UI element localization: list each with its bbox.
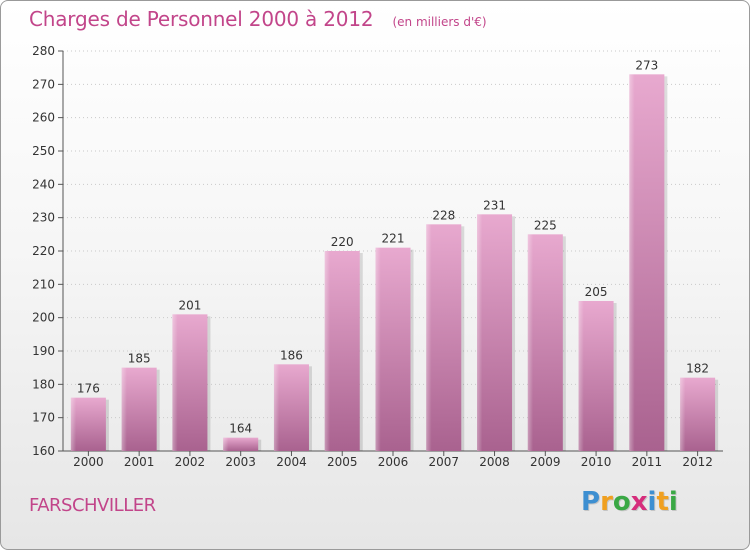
x-tick-label: 2009 xyxy=(530,455,561,469)
bar-highlight xyxy=(578,301,614,451)
x-tick-label: 2005 xyxy=(327,455,358,469)
y-tick-label: 280 xyxy=(32,44,55,58)
y-tick-label: 190 xyxy=(32,344,55,358)
data-label: 273 xyxy=(635,58,658,72)
data-label: 220 xyxy=(331,235,354,249)
bar-highlight xyxy=(70,397,106,451)
y-tick-label: 260 xyxy=(32,111,55,125)
y-tick-label: 180 xyxy=(32,377,55,391)
data-label: 225 xyxy=(534,218,557,232)
x-tick-label: 2001 xyxy=(124,455,155,469)
bar-highlight xyxy=(375,247,411,451)
x-tick-label: 2003 xyxy=(225,455,256,469)
data-label: 182 xyxy=(686,362,709,376)
bar-highlight xyxy=(172,314,208,451)
chart-title: Charges de Personnel 2000 à 2012 xyxy=(29,7,374,31)
bar-highlight xyxy=(426,224,462,451)
x-tick-label: 2002 xyxy=(175,455,206,469)
logo-letter: P xyxy=(581,487,601,517)
data-label: 205 xyxy=(585,285,608,299)
town-name: FARSCHVILLER xyxy=(29,495,156,516)
data-label: 185 xyxy=(128,352,151,366)
x-tick-label: 2010 xyxy=(581,455,612,469)
data-label: 231 xyxy=(483,198,506,212)
y-tick-label: 230 xyxy=(32,211,55,225)
logo-letter: i xyxy=(668,487,678,517)
bar-highlight xyxy=(223,437,259,451)
logo-letter: x xyxy=(630,487,648,517)
y-tick-label: 210 xyxy=(32,277,55,291)
y-tick-label: 240 xyxy=(32,177,55,191)
bar-highlight xyxy=(273,364,309,451)
data-label: 186 xyxy=(280,348,303,362)
x-tick-label: 2011 xyxy=(632,455,663,469)
logo-letter: o xyxy=(612,487,631,517)
bar-highlight xyxy=(121,367,157,451)
y-tick-label: 170 xyxy=(32,411,55,425)
proxiti-logo: Proxiti xyxy=(581,487,678,517)
data-label: 164 xyxy=(229,422,252,436)
y-tick-label: 200 xyxy=(32,311,55,325)
bar-highlight xyxy=(629,74,665,451)
logo-letter: i xyxy=(647,487,657,517)
data-label: 228 xyxy=(432,208,455,222)
x-tick-label: 2006 xyxy=(378,455,409,469)
data-label: 176 xyxy=(77,382,100,396)
y-tick-label: 270 xyxy=(32,77,55,91)
x-tick-label: 2008 xyxy=(479,455,510,469)
y-tick-label: 220 xyxy=(32,244,55,258)
bar-highlight xyxy=(324,251,360,451)
y-tick-label: 160 xyxy=(32,444,55,458)
title-row: Charges de Personnel 2000 à 2012 (en mil… xyxy=(29,7,487,31)
data-label: 221 xyxy=(382,232,405,246)
chart-subtitle: (en milliers d'€) xyxy=(392,15,487,29)
x-tick-label: 2007 xyxy=(428,455,459,469)
x-tick-label: 2004 xyxy=(276,455,307,469)
y-tick-label: 250 xyxy=(32,144,55,158)
bar-highlight xyxy=(477,214,513,451)
x-tick-label: 2012 xyxy=(682,455,713,469)
x-tick-label: 2000 xyxy=(73,455,104,469)
bar-highlight xyxy=(680,377,716,451)
bar-highlight xyxy=(527,234,563,451)
data-label: 201 xyxy=(178,298,201,312)
logo-letter: r xyxy=(600,487,613,517)
logo-letter: t xyxy=(656,487,669,517)
